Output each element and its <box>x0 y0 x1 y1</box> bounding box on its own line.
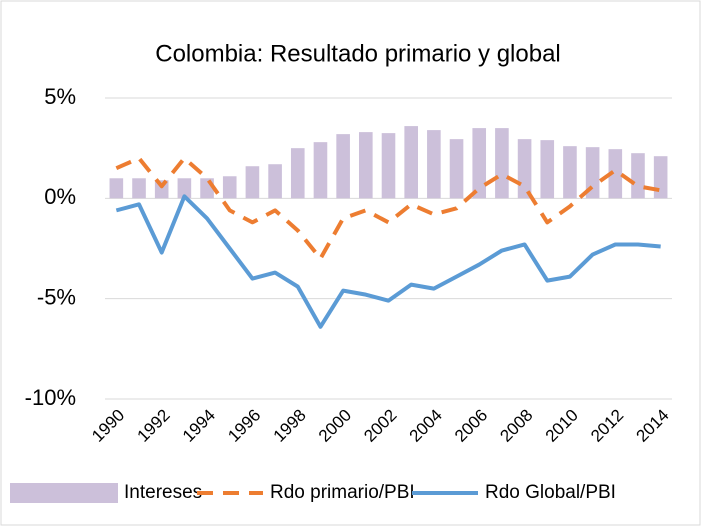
bar <box>472 128 487 199</box>
legend-label: Rdo Global/PBI <box>485 482 616 503</box>
legend-label: Intereses <box>124 482 202 503</box>
bar <box>427 130 441 199</box>
bar <box>132 178 146 199</box>
bar <box>585 147 600 199</box>
bar <box>177 178 192 199</box>
bar <box>313 142 328 199</box>
y-tick-label: -10% <box>25 385 76 410</box>
bar <box>449 139 464 199</box>
y-tick-label: -5% <box>37 284 76 309</box>
bar <box>222 176 237 199</box>
bar <box>381 133 396 199</box>
y-tick-label: 5% <box>44 84 76 109</box>
line <box>115 156 662 261</box>
bar <box>290 148 305 199</box>
bar <box>404 126 418 199</box>
bar <box>653 156 668 199</box>
legend-swatch <box>10 483 118 503</box>
bar <box>336 134 350 199</box>
legend-label: Rdo primario/PBI <box>270 482 415 503</box>
bar <box>563 146 577 199</box>
bar <box>517 139 532 199</box>
bar <box>268 164 282 199</box>
bar <box>608 149 623 199</box>
bar <box>109 178 124 199</box>
line <box>115 194 661 329</box>
bar <box>540 140 555 199</box>
chart-title: Colombia: Resultado primario y global <box>155 40 561 67</box>
y-tick-label: 0% <box>44 184 76 209</box>
bar <box>631 153 645 199</box>
bar <box>495 128 509 199</box>
bar <box>245 166 260 199</box>
bar <box>359 132 373 199</box>
